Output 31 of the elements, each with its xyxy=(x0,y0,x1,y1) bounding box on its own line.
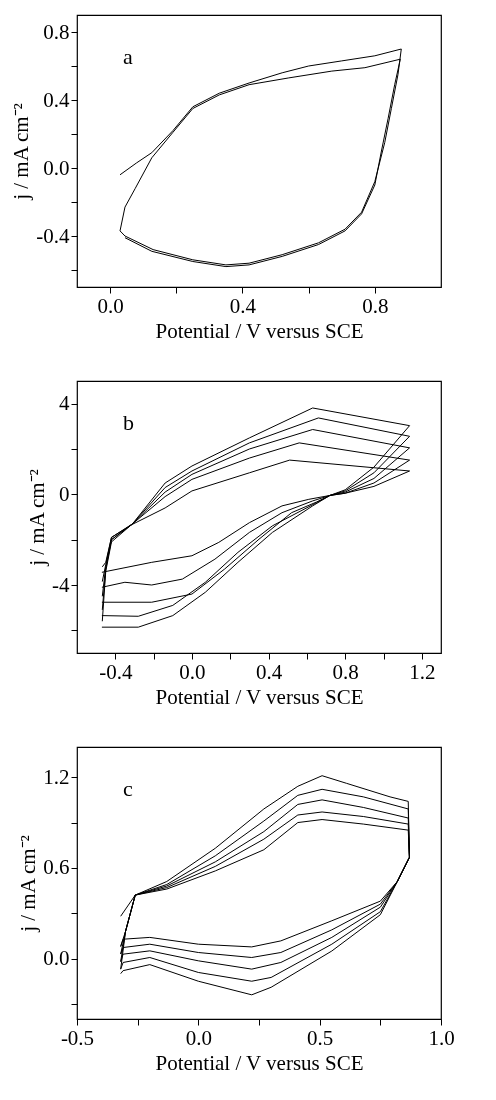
y-tick-label: 0.8 xyxy=(43,19,70,44)
annotation: b xyxy=(123,410,134,435)
y-tick-label: -4 xyxy=(52,572,70,597)
annotation: a xyxy=(123,44,133,69)
x-tick-label: 0.4 xyxy=(229,293,257,318)
y-tick-label: 4 xyxy=(59,391,70,416)
y-tick-label: 0.0 xyxy=(43,946,70,971)
y-tick-label: 0 xyxy=(59,481,70,506)
x-tick-label: 0.0 xyxy=(179,659,206,684)
x-tick-label: -0.4 xyxy=(99,659,133,684)
x-tick-label: 0.0 xyxy=(185,1025,212,1050)
x-tick-label: -0.5 xyxy=(60,1025,95,1050)
annotation: c xyxy=(123,776,133,801)
x-tick-label: 1.2 xyxy=(409,659,436,684)
x-tick-label: 0.5 xyxy=(307,1025,334,1050)
x-tick-label: 0.8 xyxy=(362,293,389,318)
x-tick-label: 0.4 xyxy=(255,659,283,684)
y-axis-title: j / mA cm⁻² xyxy=(9,103,34,201)
x-axis-title: Potential / V versus SCE xyxy=(155,1050,364,1075)
x-axis-title: Potential / V versus SCE xyxy=(155,684,364,709)
y-tick-label: 1.2 xyxy=(43,764,70,789)
y-tick-label: -0.4 xyxy=(36,223,70,248)
x-tick-label: 0.8 xyxy=(332,659,359,684)
x-tick-label: 1.0 xyxy=(428,1025,455,1050)
y-tick-label: 0.0 xyxy=(43,155,70,180)
y-axis-title: j / mA cm⁻² xyxy=(16,835,41,933)
y-axis-title: j / mA cm⁻² xyxy=(25,469,50,567)
y-tick-label: 0.6 xyxy=(43,855,70,880)
x-axis-title: Potential / V versus SCE xyxy=(155,318,364,343)
x-tick-label: 0.0 xyxy=(97,293,124,318)
y-tick-label: 0.4 xyxy=(43,87,70,112)
